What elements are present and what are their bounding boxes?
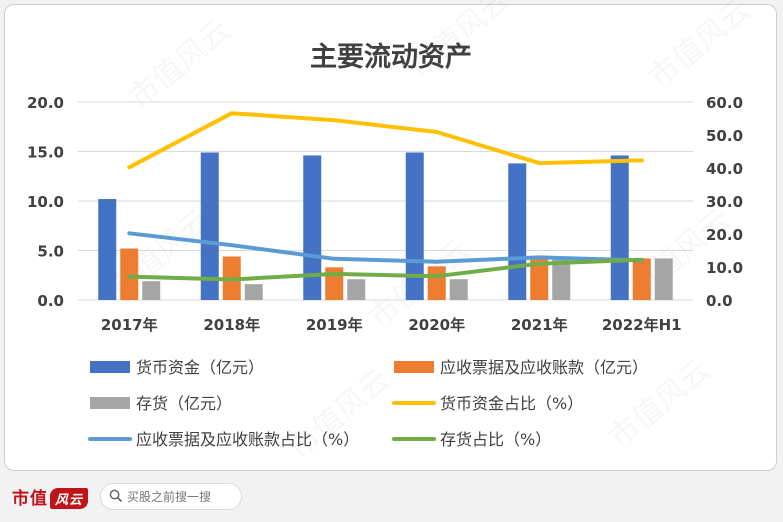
bar — [427, 266, 446, 300]
brand-name: 市值 — [12, 489, 48, 509]
brand-mark: 风云 — [50, 488, 89, 509]
legend-label: 应收票据及应收账款占比（%） — [136, 430, 359, 449]
chart-card — [4, 4, 777, 471]
bar — [530, 258, 549, 300]
legend-swatch — [90, 397, 130, 409]
watermark-text: 市值风云 — [643, 0, 757, 96]
legend-swatch — [394, 361, 434, 373]
bar — [347, 279, 366, 300]
bar — [200, 152, 219, 300]
y-left-tick-label: 10.0 — [27, 193, 64, 211]
y-right-tick-label: 60.0 — [706, 94, 743, 112]
y-right-tick-label: 50.0 — [706, 127, 743, 145]
y-left-tick-label: 5.0 — [37, 243, 64, 261]
y-right-tick-label: 20.0 — [706, 226, 743, 244]
series-line — [127, 111, 644, 170]
search-icon — [109, 487, 122, 506]
search-box[interactable]: 买股之前搜一搜 — [100, 483, 242, 510]
bar — [120, 248, 139, 300]
legend-label: 存货（亿元） — [136, 394, 232, 413]
bar — [508, 163, 527, 300]
bar — [654, 258, 673, 300]
y-left-tick-label: 15.0 — [27, 144, 64, 162]
x-tick-label: 2018年 — [203, 316, 260, 334]
series-line — [127, 231, 644, 264]
chart-title: 主要流动资产 — [310, 42, 472, 73]
x-tick-label: 2022年H1 — [602, 316, 682, 334]
x-tick-label: 2017年 — [101, 316, 158, 334]
bar — [303, 155, 322, 300]
bar — [610, 155, 629, 300]
brand-logo[interactable]: 市值 风云 — [12, 484, 89, 509]
bar — [449, 279, 468, 300]
chart-svg: 市值风云市值风云市值风云市值风云市值风云市值风云市值风云市值风云主要流动资产0.… — [27, 0, 757, 466]
y-right-tick-label: 40.0 — [706, 160, 743, 178]
search-placeholder: 买股之前搜一搜 — [127, 490, 212, 504]
x-tick-label: 2019年 — [306, 316, 363, 334]
legend-label: 货币资金（亿元） — [136, 358, 264, 377]
legend-swatch — [90, 361, 130, 373]
legend-label: 应收票据及应收账款（亿元） — [440, 358, 648, 377]
bar — [405, 152, 424, 300]
series-line — [127, 257, 644, 282]
footer: 市值 风云 买股之前搜一搜 — [0, 474, 783, 522]
x-tick-label: 2021年 — [511, 316, 568, 334]
x-tick-label: 2020年 — [408, 316, 465, 334]
bar — [98, 199, 117, 300]
bar — [552, 258, 571, 300]
bar — [244, 284, 263, 300]
bar — [632, 258, 651, 300]
y-right-tick-label: 10.0 — [706, 259, 743, 277]
legend-label: 货币资金占比（%） — [440, 394, 583, 413]
bar — [142, 281, 161, 300]
y-right-tick-label: 30.0 — [706, 193, 743, 211]
y-left-tick-label: 20.0 — [27, 94, 64, 112]
legend-label: 存货占比（%） — [440, 430, 551, 449]
y-right-tick-label: 0.0 — [706, 292, 733, 310]
watermark-text: 市值风云 — [283, 362, 397, 466]
y-left-tick-label: 0.0 — [37, 292, 64, 310]
watermark-text: 市值风云 — [123, 12, 237, 116]
